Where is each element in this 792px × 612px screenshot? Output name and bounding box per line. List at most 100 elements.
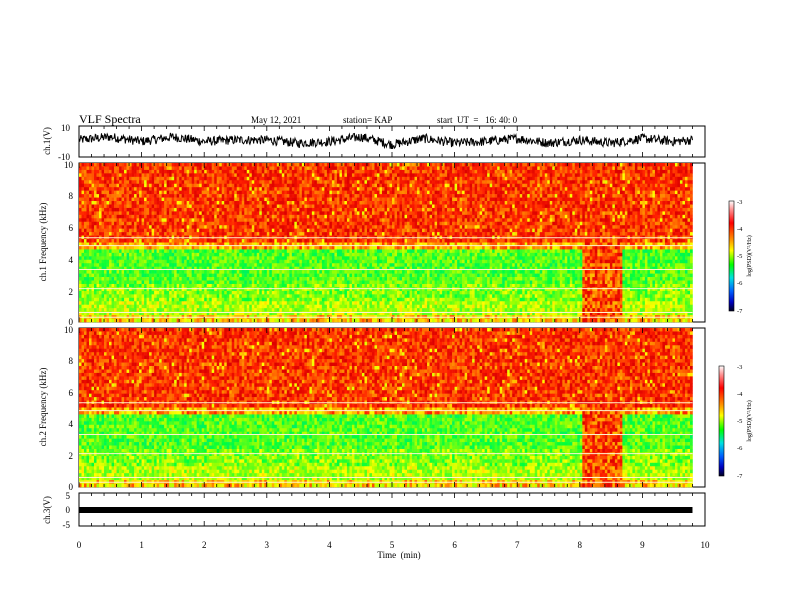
- spectrogram-cell: [356, 176, 360, 181]
- spectrogram-cell: [321, 176, 325, 181]
- spectrogram-cell: [447, 190, 450, 195]
- spectrogram-cell: [399, 228, 403, 233]
- spectrogram-cell: [366, 214, 370, 219]
- spectrogram-cell: [482, 214, 485, 219]
- spectrogram-cell: [454, 228, 458, 233]
- spectrogram-cell: [109, 218, 112, 223]
- spectrogram-cell: [89, 166, 92, 171]
- spectrogram-cell: [447, 211, 450, 216]
- spectrogram-cell: [482, 187, 485, 191]
- spectrogram-cell: [494, 173, 498, 178]
- spectrogram-cell: [474, 211, 478, 216]
- spectrogram-cell: [642, 221, 646, 226]
- spectrogram-cell: [226, 204, 230, 209]
- spectrogram-cell: [614, 225, 618, 229]
- spectrogram-cell: [649, 176, 653, 181]
- spectrogram-cell: [184, 176, 187, 181]
- spectrogram-cell: [659, 214, 663, 219]
- spectrogram-cell: [231, 169, 235, 174]
- spectrogram-cell: [94, 190, 97, 195]
- spectrogram-cell: [354, 211, 358, 216]
- spectrogram-cell: [379, 190, 383, 195]
- spectrogram-cell: [549, 183, 553, 188]
- spectrogram-cell: [439, 211, 443, 216]
- spectrogram-cell: [349, 228, 353, 233]
- spectrogram-cell: [577, 221, 581, 226]
- spectrogram-cell: [667, 173, 671, 178]
- spectrogram-cell: [374, 187, 378, 191]
- spectrogram-cell: [236, 166, 240, 171]
- spectrogram-cell: [604, 201, 608, 205]
- spectrogram-cell: [487, 180, 490, 185]
- spectrogram-cell: [369, 201, 373, 205]
- spectrogram-cell: [389, 207, 393, 212]
- spectrogram-cell: [477, 207, 480, 212]
- spectrogram-cell: [284, 194, 288, 198]
- spectrogram-cell: [256, 228, 260, 233]
- spectrogram-cell: [221, 214, 225, 219]
- spectrogram-cell: [114, 169, 117, 174]
- spectrogram-cell: [479, 214, 483, 219]
- spectrogram-cell: [582, 201, 586, 205]
- spectrogram-cell: [144, 228, 147, 233]
- spectrogram-cell: [261, 194, 265, 198]
- spectrogram-cell: [669, 197, 673, 202]
- spectrogram-cell: [682, 207, 686, 212]
- spectrogram-cell: [289, 169, 293, 174]
- spectrogram-cell: [284, 190, 288, 195]
- spectrogram-cell: [249, 163, 253, 167]
- spectrogram-cell: [512, 187, 515, 191]
- spectrogram-cell: [572, 211, 576, 216]
- spectrogram-cell: [599, 190, 603, 195]
- spectrogram-cell: [139, 163, 142, 167]
- spectrogram-cell: [449, 169, 453, 174]
- spectrogram-cell: [639, 218, 643, 223]
- spectrogram-cell: [279, 197, 283, 202]
- spectrogram-cell: [121, 197, 125, 202]
- spectrogram-cell: [159, 225, 162, 229]
- spectrogram-cell: [414, 214, 418, 219]
- spectrogram-cell: [489, 204, 493, 209]
- spectrogram-cell: [494, 176, 498, 181]
- spectrogram-cell: [527, 214, 531, 219]
- spectrogram-cell: [174, 214, 177, 219]
- spectrogram-cell: [236, 225, 240, 229]
- spectrogram-cell: [331, 176, 335, 181]
- spectrogram-cell: [424, 204, 428, 209]
- spectrogram-cell: [464, 225, 468, 229]
- spectrogram-cell: [399, 221, 403, 226]
- spectrogram-cell: [221, 201, 225, 205]
- spectrogram-cell: [284, 169, 288, 174]
- spectrogram-cell: [274, 166, 278, 171]
- spectrogram-cell: [412, 214, 415, 219]
- spectrogram-cell: [689, 176, 693, 181]
- spectrogram-cell: [319, 173, 323, 178]
- spectrogram-cell: [482, 166, 485, 171]
- spectrogram-cell: [444, 225, 448, 229]
- spectrogram-cell: [89, 228, 92, 233]
- spectrogram-cell: [341, 187, 345, 191]
- spectrogram-cell: [319, 228, 323, 233]
- spectrogram-cell: [221, 176, 225, 181]
- spectrogram-cell: [311, 163, 315, 167]
- spectrogram-cell: [539, 169, 543, 174]
- spectrogram-cell: [527, 190, 531, 195]
- spectrogram-cell: [276, 166, 280, 171]
- spectrogram-cell: [432, 218, 435, 223]
- spectrogram-cell: [429, 197, 433, 202]
- spectrogram-cell: [211, 173, 215, 178]
- spectrogram-cell: [156, 207, 160, 212]
- spectrogram-cell: [96, 194, 100, 198]
- spectrogram-cell: [264, 176, 268, 181]
- spectrogram-cell: [502, 190, 505, 195]
- spectrogram-cell: [517, 207, 520, 212]
- spectrogram-cell: [126, 187, 130, 191]
- spectrogram-cell: [604, 187, 608, 191]
- spectrogram-cell: [279, 221, 283, 226]
- spectrogram-cell: [361, 218, 365, 223]
- spectrogram-cell: [459, 176, 463, 181]
- spectrogram-cell: [211, 204, 215, 209]
- spectrogram-cell: [507, 207, 510, 212]
- spectrogram-cell: [659, 204, 663, 209]
- spectrogram-cell: [577, 197, 581, 202]
